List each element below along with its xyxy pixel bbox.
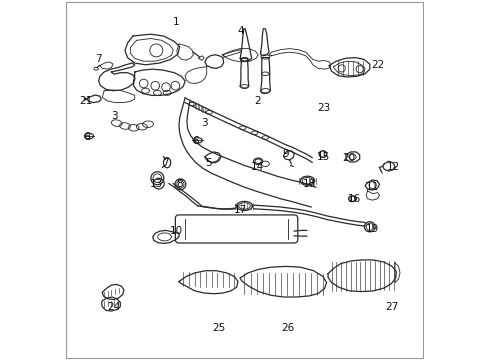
Text: 19: 19 (365, 224, 378, 234)
Text: 7: 7 (95, 54, 102, 64)
Text: 3: 3 (111, 111, 118, 121)
Text: 2: 2 (253, 96, 260, 106)
Text: 7: 7 (162, 158, 168, 168)
Text: 21: 21 (80, 96, 93, 106)
Text: 14: 14 (250, 162, 263, 172)
Text: 26: 26 (281, 323, 294, 333)
Text: 1: 1 (172, 17, 179, 27)
Text: 16: 16 (347, 194, 360, 204)
Text: 17: 17 (234, 204, 247, 215)
Text: 20: 20 (342, 153, 355, 163)
Text: 8: 8 (176, 179, 183, 189)
Text: 27: 27 (385, 302, 398, 312)
Text: 9: 9 (282, 149, 288, 159)
Text: 15: 15 (316, 152, 330, 162)
Text: 24: 24 (107, 302, 121, 312)
Text: 25: 25 (212, 323, 225, 333)
Text: 23: 23 (316, 103, 330, 113)
Text: 5: 5 (205, 158, 211, 168)
Text: 13: 13 (149, 179, 163, 189)
Text: 6: 6 (192, 136, 199, 146)
Text: 18: 18 (302, 179, 315, 189)
Text: 6: 6 (83, 132, 90, 142)
Text: 22: 22 (370, 60, 384, 70)
Text: 10: 10 (169, 226, 183, 236)
Text: 4: 4 (237, 26, 244, 36)
Text: 12: 12 (386, 162, 400, 172)
Text: 3: 3 (201, 118, 208, 128)
Text: 11: 11 (365, 182, 378, 192)
